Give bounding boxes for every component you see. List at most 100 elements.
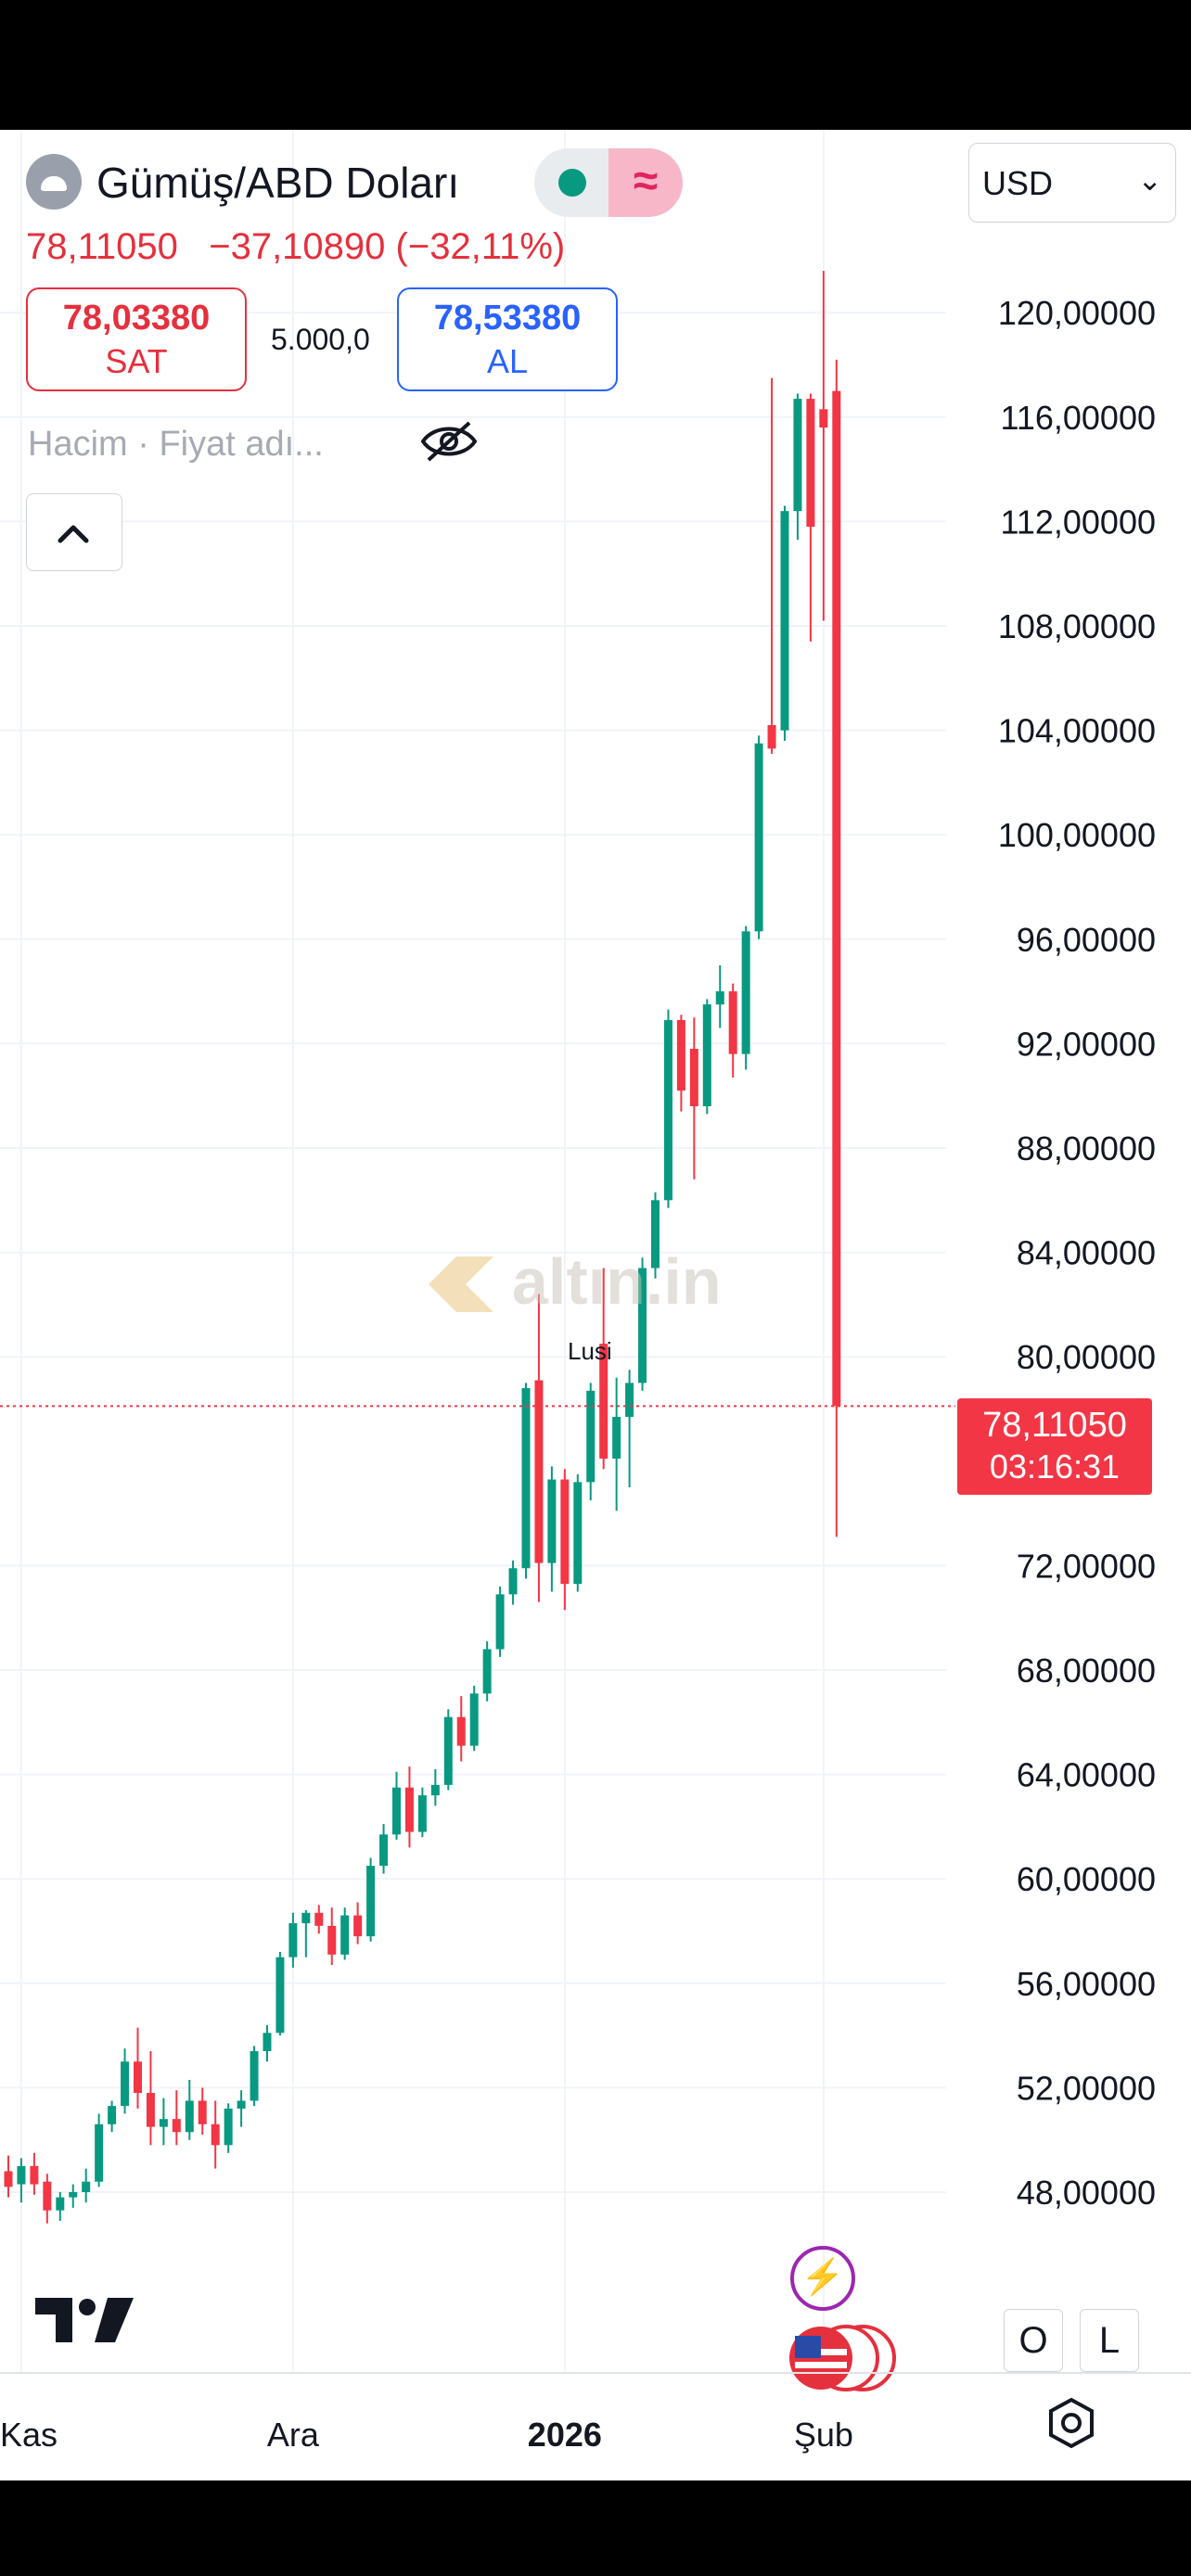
candle-body — [638, 1268, 647, 1384]
flash-news-icon[interactable]: ⚡ — [790, 2246, 855, 2311]
candle-body — [819, 409, 828, 428]
candle-body — [754, 743, 763, 932]
y-axis-tick-label: 84,00000 — [1017, 1234, 1156, 1272]
market-open-dot-icon — [558, 169, 586, 197]
candle-body — [327, 1925, 337, 1955]
candle-body — [702, 1004, 711, 1106]
last-price-label-value: 78,11050 — [982, 1406, 1127, 1445]
order-quantity[interactable]: 5.000,0 — [271, 323, 370, 356]
us-flag-events-icon[interactable] — [787, 2324, 898, 2392]
time-axis-divider — [0, 2372, 1191, 2374]
candle-body — [456, 1716, 466, 1746]
candle-body — [288, 1923, 298, 1958]
candle-body — [715, 991, 724, 1005]
sell-button[interactable]: 78,03380 SAT — [26, 287, 247, 391]
candle-body — [547, 1479, 557, 1563]
y-axis-tick-label: 100,00000 — [998, 816, 1156, 854]
y-axis-tick-label: 80,00000 — [1017, 1338, 1156, 1376]
candle-body — [314, 1912, 324, 1926]
candle-body — [689, 1049, 698, 1106]
market-status-pill[interactable]: ≈ — [534, 148, 683, 217]
candle-body — [625, 1383, 634, 1417]
buy-button[interactable]: 78,53380 AL — [397, 287, 618, 391]
candle-body — [43, 2181, 52, 2211]
candle-body — [741, 931, 750, 1054]
candle-body — [767, 724, 776, 749]
settings-gear-icon[interactable] — [1044, 2396, 1098, 2450]
y-axis-tick-label: 48,00000 — [1017, 2174, 1156, 2212]
currency-select[interactable]: USD ⌄ — [968, 143, 1176, 223]
symbol-title[interactable]: Gümüş/ABD Doları — [96, 159, 460, 207]
candle-body — [495, 1594, 505, 1650]
candle-body — [780, 511, 789, 731]
candle-body — [663, 1020, 672, 1201]
tradingview-logo[interactable] — [35, 2298, 134, 2342]
chart-annotation: Lusi — [568, 1337, 612, 1365]
candle-body — [4, 2171, 13, 2187]
candle-body — [366, 1866, 376, 1937]
x-axis-tick-label: Ara — [267, 2416, 320, 2454]
candle-countdown: 03:16:31 — [989, 1447, 1121, 1486]
candle-body — [573, 1482, 583, 1585]
candle-body — [17, 2165, 26, 2185]
indicators-legend[interactable]: Hacim · Fiyat adı... — [28, 425, 324, 464]
candle-body — [599, 1344, 608, 1459]
silver-symbol-icon — [26, 154, 82, 210]
candle-body — [159, 2119, 168, 2127]
y-axis-tick-label: 108,00000 — [998, 607, 1156, 645]
x-axis-tick-label: 2026 — [528, 2416, 602, 2454]
candle-body — [832, 390, 841, 1407]
currency-value: USD — [982, 164, 1054, 202]
collapse-legend-button[interactable] — [26, 493, 122, 571]
y-axis-tick-label: 96,00000 — [1017, 921, 1156, 959]
altin-in-watermark-logo: altın.in — [429, 1245, 722, 1318]
data-delay-wave-icon: ≈ — [608, 148, 683, 217]
candle-body — [340, 1915, 350, 1955]
candle-body — [728, 991, 737, 1054]
candle-body — [482, 1649, 492, 1694]
candle-body — [134, 2061, 142, 2094]
candle-body — [469, 1693, 479, 1746]
candle-body — [534, 1380, 544, 1563]
watermark-text: altın.in — [512, 1245, 722, 1318]
hide-indicators-eye-icon[interactable] — [419, 419, 479, 464]
candle-body — [185, 2100, 194, 2133]
buy-label: AL — [486, 342, 529, 380]
y-axis-tick-label: 92,00000 — [1017, 1025, 1156, 1063]
y-axis-tick-label: 104,00000 — [998, 712, 1156, 750]
candle-body — [30, 2165, 39, 2185]
x-axis-tick-label: Kas — [0, 2416, 58, 2454]
y-axis-tick-label: 60,00000 — [1017, 1860, 1156, 1898]
buy-price: 78,53380 — [433, 299, 582, 338]
price-change-percent: (−32,11%) — [395, 226, 566, 267]
candle-body — [586, 1390, 596, 1483]
y-axis-tick-label: 52,00000 — [1017, 2069, 1156, 2107]
open-orders-button[interactable]: O — [1004, 2309, 1063, 2372]
y-axis-tick-label: 72,00000 — [1017, 1547, 1156, 1585]
candle-body — [146, 2093, 155, 2127]
chevron-up-icon — [58, 525, 89, 543]
candle-body — [198, 2100, 207, 2124]
candle-body — [806, 399, 815, 528]
x-axis-tick-label: Şub — [794, 2416, 853, 2454]
candle-body — [95, 2123, 104, 2182]
candlestick-chart[interactable]: 48,00000 52,00000 56,00000 60,00000 64,00000… — [0, 130, 1191, 2480]
y-axis-tick-label: 120,00000 — [998, 294, 1156, 332]
candle-body — [560, 1479, 570, 1585]
candle-body — [793, 399, 802, 512]
candle-body — [443, 1716, 453, 1785]
device-status-bar — [0, 0, 1191, 130]
y-axis-tick-label: 112,00000 — [1000, 503, 1156, 541]
candle-body — [676, 1020, 685, 1091]
chevron-down-icon: ⌄ — [1137, 163, 1162, 197]
candle-body — [379, 1834, 389, 1867]
candle-body — [211, 2123, 220, 2146]
y-axis-tick-label: 64,00000 — [1017, 1756, 1156, 1794]
candle-body — [69, 2192, 78, 2198]
log-scale-button[interactable]: L — [1080, 2309, 1139, 2372]
chart-screen[interactable]: 48,00000 52,00000 56,00000 60,00000 64,00000… — [0, 130, 1191, 2480]
candle-body — [224, 2108, 233, 2146]
candle-body — [237, 2100, 246, 2109]
candle-body — [392, 1787, 401, 1835]
candle-body — [263, 2033, 272, 2051]
